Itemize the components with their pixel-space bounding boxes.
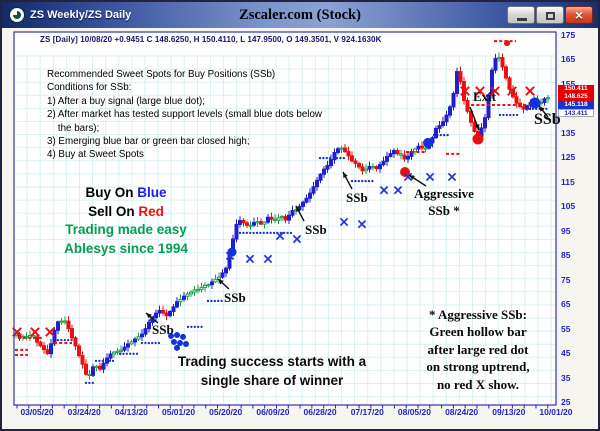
text-line: Green hollow bar: [429, 324, 527, 340]
x-axis-date: 08/24/20: [445, 407, 479, 417]
ssb-chart-label: SSb: [224, 290, 246, 305]
y-axis-label: 135: [561, 127, 576, 138]
quote-info-line: ZS [Daily] 10/08/20 +0.9451 C 148.6250, …: [40, 35, 382, 44]
y-axis-label: 155: [561, 78, 576, 89]
ssb-chart-label: SSb: [346, 190, 368, 205]
y-axis-label: 25: [561, 397, 571, 407]
slogan-text: Ablesys since 1994: [64, 240, 188, 256]
y-axis-label: 175: [561, 30, 576, 40]
y-axis-label: 125: [561, 152, 576, 163]
y-axis-label: 65: [561, 299, 571, 310]
y-axis-label: 165: [561, 54, 576, 65]
window-title: Zscaler.com (Stock): [239, 7, 361, 23]
ssb-chart-label: SSb: [152, 322, 174, 337]
x-axis-date: 05/20/20: [209, 407, 243, 417]
y-axis-label: 35: [561, 372, 571, 383]
price-marker-box: 145.118: [558, 101, 594, 109]
ssb-chart-label: Exit: [473, 89, 497, 104]
text-line: 1) After a buy signal (large blue dot);: [47, 95, 205, 107]
y-axis-label: 115: [561, 176, 575, 187]
text-line: no red X show.: [436, 376, 520, 392]
x-axis-date: 10/01/20: [539, 407, 573, 417]
text-line: the bars);: [47, 122, 100, 134]
slogan-text: Trading made easy: [65, 222, 187, 238]
price-marker-box: 150.411: [558, 85, 594, 93]
slogan-line: Sell On Red: [40, 203, 212, 222]
y-axis-label: 45: [561, 348, 571, 359]
y-axis-label: 105: [561, 201, 576, 212]
x-axis-date: 04/13/20: [114, 407, 148, 417]
conditions-annotation: Recommended Sweet Spots for Buy Position…: [47, 68, 322, 162]
aggressive-ssb-note: * Aggressive SSb: Green hollow bar after l…: [394, 306, 562, 393]
x-axis-date: 06/28/20: [303, 407, 337, 417]
y-axis-label: 95: [561, 225, 571, 236]
text-line: 2) After market has tested support level…: [47, 109, 322, 121]
text-line: single share of winner: [200, 372, 344, 388]
maximize-icon: [546, 12, 555, 20]
slogan-text: Red: [138, 203, 164, 219]
center-note-annotation: Trading success starts with a single shar…: [152, 353, 392, 390]
price-marker-box: 148.625: [558, 93, 594, 101]
x-axis-date: 08/05/20: [397, 407, 431, 417]
slogan-annotation: Buy On Blue Sell On Red Trading made easy A…: [40, 184, 212, 258]
slogan-text: Sell On: [88, 203, 139, 219]
text-line: 4) Buy at Sweet Spots: [47, 149, 144, 161]
text-line: on strong uptrend,: [426, 359, 530, 375]
slogan-text: Buy On: [85, 185, 138, 200]
text-line: Aggressive: [414, 186, 474, 201]
text-line: Trading success starts with a: [177, 354, 367, 369]
text-line: SSb *: [428, 203, 460, 218]
x-axis-date: 06/09/20: [256, 407, 290, 417]
price-marker-box: 143.411: [558, 109, 594, 117]
slogan-text: Blue: [137, 185, 167, 200]
title-bar: ZS Weekly/ZS Daily Zscaler.com (Stock) ×: [2, 2, 598, 28]
text-line: Conditions for SSb:: [47, 82, 132, 94]
minimize-button[interactable]: [507, 6, 535, 24]
close-button[interactable]: ×: [565, 6, 593, 24]
y-axis-label: 55: [561, 323, 571, 334]
x-axis-date: 03/24/20: [67, 407, 101, 417]
minimize-icon: [517, 18, 527, 21]
x-axis-date: 05/01/20: [161, 407, 196, 417]
text-line: after large red dot: [427, 341, 529, 357]
window-controls: ×: [507, 6, 593, 24]
text-line: 3) Emerging blue bar or green bar closed…: [47, 136, 250, 148]
app-icon: [9, 7, 25, 23]
x-axis-date: 03/05/20: [20, 407, 54, 417]
aggressive-ssb-chart-label: Aggressive SSb *: [406, 185, 482, 219]
slogan-line: Ablesys since 1994: [40, 240, 212, 259]
slogan-line: Buy On Blue: [40, 184, 212, 203]
maximize-button[interactable]: [536, 6, 564, 24]
ssb-chart-label: SSb: [305, 222, 327, 237]
y-axis-label: 85: [561, 250, 571, 261]
text-line: * Aggressive SSb:: [429, 307, 527, 322]
x-axis-date: 07/17/20: [350, 407, 384, 417]
ssb-chart-label: SSb: [534, 111, 561, 128]
text-line: Recommended Sweet Spots for Buy Position…: [47, 69, 276, 80]
y-axis-label: 75: [561, 274, 571, 285]
slogan-line: Trading made easy: [40, 221, 212, 240]
close-icon: ×: [574, 7, 584, 23]
window-title-left: ZS Weekly/ZS Daily: [30, 9, 132, 21]
x-axis-date: 09/13/20: [492, 407, 526, 417]
